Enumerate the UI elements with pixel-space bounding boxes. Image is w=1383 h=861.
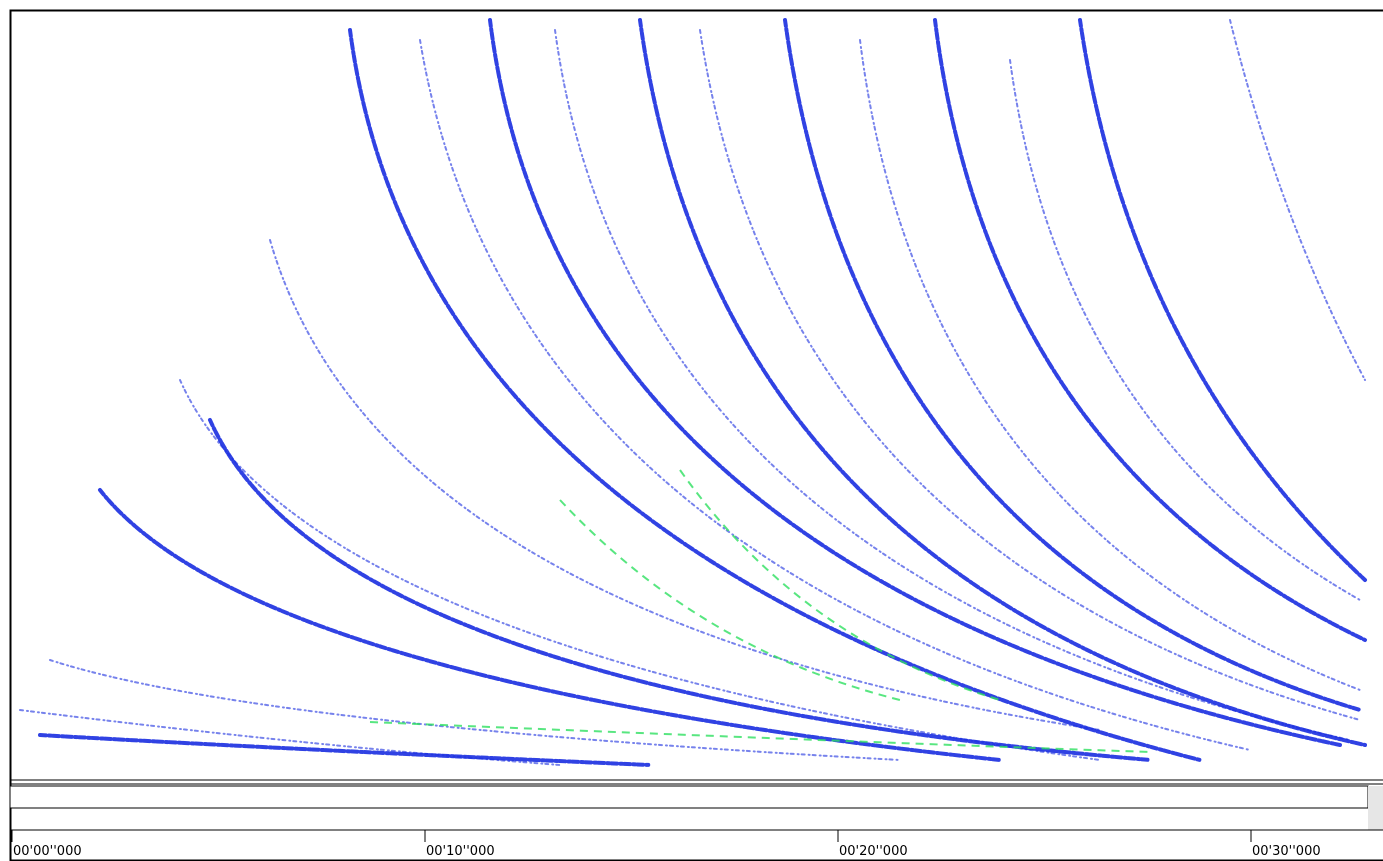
ruler-label: 00'20''000 [839, 844, 908, 859]
time-ruler: 00'00''000 00'10''000 00'20''000 00'30''… [11, 830, 1321, 859]
ruler-label: 00'30''000 [1252, 844, 1321, 859]
scrollbar-thumb[interactable] [1368, 786, 1383, 830]
ruler-label: 00'00''000 [13, 844, 82, 859]
scrollbar-track[interactable] [9, 785, 1369, 809]
ruler-label: 00'10''000 [426, 844, 495, 859]
spectrogram [19, 18, 1367, 767]
